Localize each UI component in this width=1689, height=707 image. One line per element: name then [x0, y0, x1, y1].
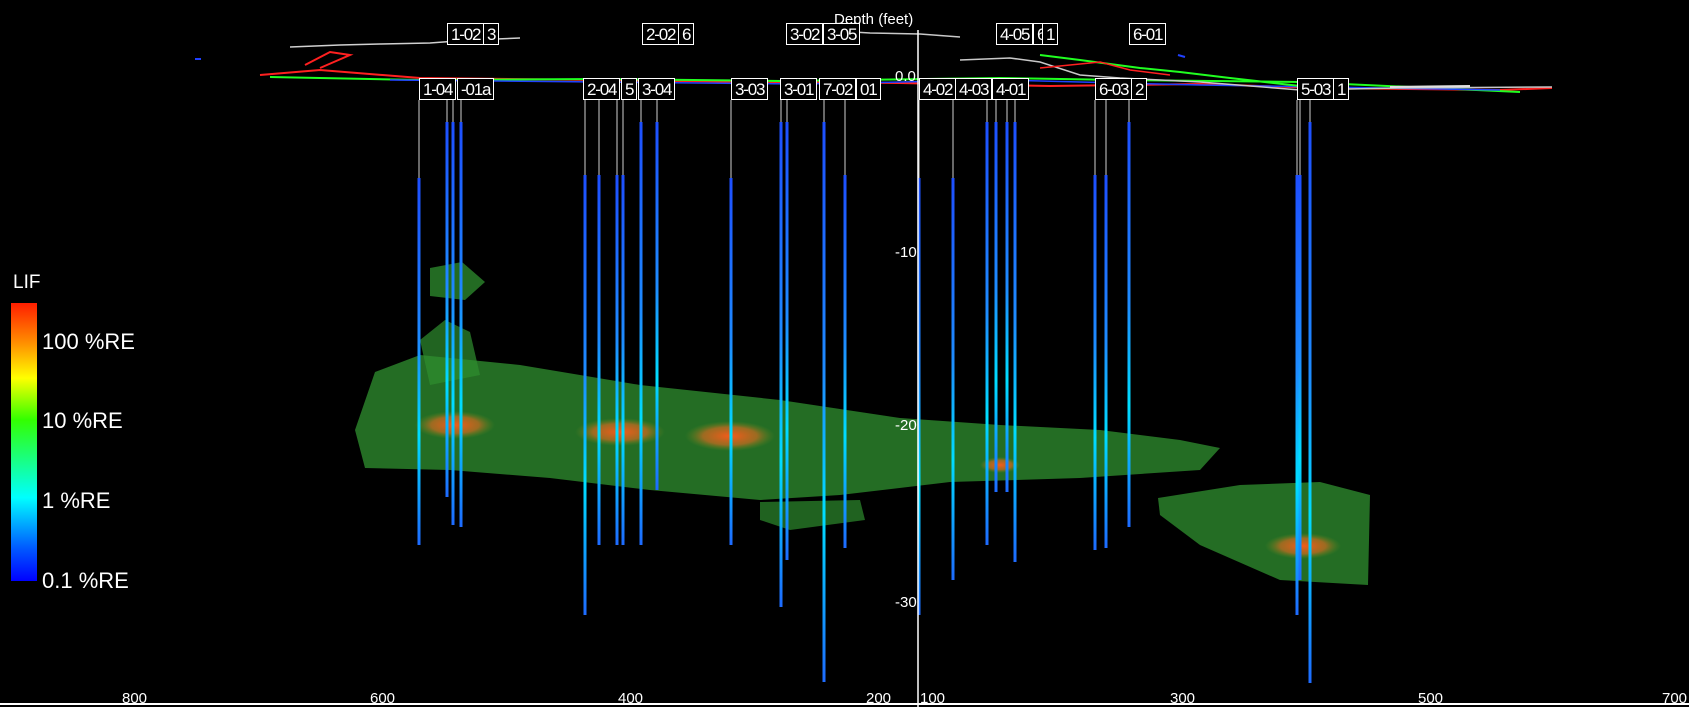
well-label[interactable]: 2: [1131, 78, 1148, 100]
lif-boring: [822, 122, 826, 682]
well-label[interactable]: 6-03: [1095, 78, 1133, 100]
well-label[interactable]: 1-02: [447, 23, 485, 45]
lif-boring: [951, 178, 955, 580]
x-tick-500: 500: [1418, 690, 1444, 707]
lif-boring: [1295, 175, 1299, 615]
lif-boring: [1298, 175, 1302, 580]
lif-boring: [621, 175, 625, 545]
well-label[interactable]: -01a: [457, 78, 495, 100]
well-label[interactable]: 3-01: [780, 78, 818, 100]
well-label[interactable]: 3-03: [731, 78, 769, 100]
legend-label-10: 10 %RE: [42, 408, 123, 433]
lif-boring: [615, 175, 619, 545]
well-label[interactable]: 2-02: [642, 23, 680, 45]
lif-boring: [451, 122, 455, 525]
well-label[interactable]: 3-02: [786, 23, 824, 45]
well-label[interactable]: 1: [1333, 78, 1350, 100]
lif-boring: [779, 122, 783, 607]
legend-label-100: 100 %RE: [42, 329, 135, 354]
x-tick-700: 700: [1662, 690, 1688, 707]
lif-boring: [639, 122, 643, 545]
x-tick-200: 200: [866, 690, 892, 707]
depth-tick-10: -10: [895, 244, 917, 261]
well-label[interactable]: 4-03: [955, 78, 993, 100]
well-label[interactable]: 3-05: [823, 23, 861, 45]
well-label[interactable]: 1-04: [419, 78, 457, 100]
lif-boring: [1308, 122, 1312, 683]
lif-boring: [729, 178, 733, 545]
well-label[interactable]: 5-03: [1297, 78, 1335, 100]
well-label[interactable]: 3-04: [638, 78, 676, 100]
lif-boring: [583, 175, 587, 615]
lif-boring: [655, 122, 659, 490]
x-tick-300: 300: [1170, 690, 1196, 707]
lif-boring: [785, 122, 789, 560]
lif-borings: [417, 122, 1312, 683]
depth-tick-0: 0.0: [895, 68, 916, 85]
well-label[interactable]: 4-05: [996, 23, 1034, 45]
lif-boring: [597, 175, 601, 545]
well-label[interactable]: 6: [678, 23, 695, 45]
legend-label-1: 1 %RE: [42, 488, 111, 513]
lif-boring: [417, 178, 421, 545]
legend-title: LIF: [13, 272, 41, 293]
lif-boring: [1013, 122, 1017, 562]
well-label[interactable]: 3: [483, 23, 500, 45]
legend-color-bar: [11, 303, 37, 581]
well-label[interactable]: 5: [621, 78, 638, 100]
legend-label-01: 0.1 %RE: [42, 568, 129, 593]
well-label[interactable]: 4-01: [992, 78, 1030, 100]
x-tick-100: 100: [920, 690, 946, 707]
contaminant-plume: [355, 262, 1370, 585]
x-tick-400: 400: [618, 690, 644, 707]
depth-tick-30: -30: [895, 594, 917, 611]
lif-boring: [917, 178, 921, 615]
lif-boring: [459, 122, 463, 527]
depth-tick-20: -20: [895, 417, 917, 434]
well-label[interactable]: 4-02: [919, 78, 957, 100]
well-label[interactable]: 7-02: [819, 78, 857, 100]
well-stems: [418, 100, 1311, 178]
lif-boring: [1127, 122, 1131, 527]
lif-boring: [843, 175, 847, 548]
lif-boring: [985, 122, 989, 545]
well-label[interactable]: 2-04: [583, 78, 621, 100]
lif-boring: [445, 122, 449, 497]
x-tick-600: 600: [370, 690, 396, 707]
well-label[interactable]: 1: [1042, 23, 1059, 45]
lif-boring: [1005, 122, 1009, 492]
lif-boring: [994, 122, 998, 492]
lif-boring: [1093, 175, 1097, 550]
well-label[interactable]: 6-01: [1129, 23, 1167, 45]
x-tick-800: 800: [122, 690, 148, 707]
well-label[interactable]: 01: [856, 78, 881, 100]
lif-boring: [1104, 175, 1108, 548]
